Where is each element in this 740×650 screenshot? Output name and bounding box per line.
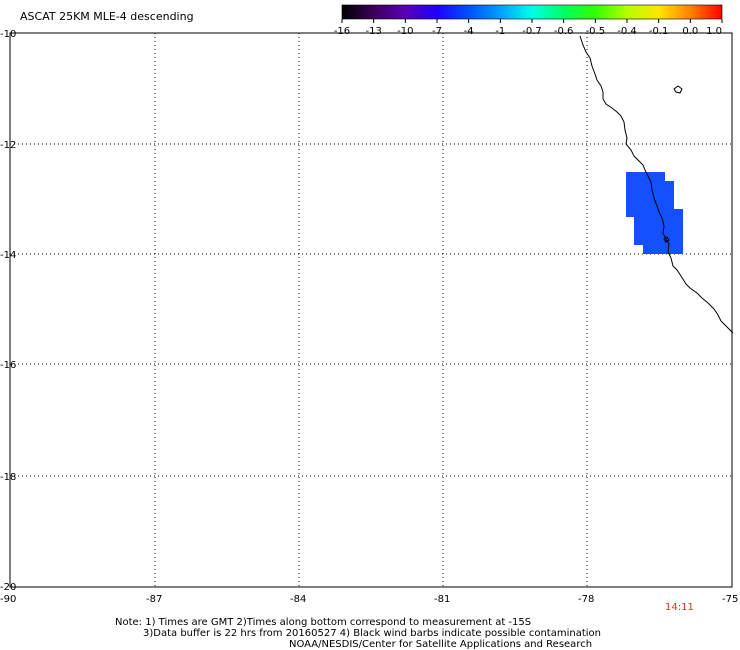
x-tick-label: -81 [434, 594, 450, 605]
colorbar-label: -13 [365, 26, 381, 37]
note-line-1: Note: 1) Times are GMT 2)Times along bot… [115, 617, 531, 628]
colorbar-label: -0.1 [649, 26, 669, 37]
y-tick-label: -20 [0, 582, 16, 593]
map-frame [9, 32, 733, 588]
x-axis-labels: -90 -87 -84 -81 -78 -75 [0, 594, 738, 605]
time-label: 14:11 [665, 602, 694, 613]
colorbar-labels: -16 -13 -10 -7 -4 -1 -0.7 -0.6 -0.5 -0.4 -0.1 0.0 1.… [334, 19, 723, 37]
y-tick-label: -14 [0, 250, 16, 261]
wind-data-swath [626, 172, 683, 254]
y-tick-label: -18 [0, 472, 16, 483]
coastline [579, 35, 734, 334]
colorbar-label: -0.6 [554, 26, 574, 37]
y-tick-label: -12 [0, 140, 16, 151]
y-axis-labels: -10 -12 -14 -16 -18 -20 [0, 29, 16, 593]
colorbar-label: 0.0 [682, 26, 698, 37]
colorbar-label: -7 [432, 26, 442, 37]
colorbar-label: -1 [495, 26, 505, 37]
colorbar-label: -10 [397, 26, 413, 37]
gridlines [10, 33, 732, 587]
x-tick-label: -87 [146, 594, 162, 605]
colorbar-label: -4 [464, 26, 474, 37]
coast-inlet [663, 236, 670, 243]
colorbar [341, 4, 723, 20]
note-line-2: 3)Data buffer is 22 hrs from 20160527 4)… [143, 628, 601, 639]
colorbar-gradient [341, 4, 723, 20]
x-tick-label: -84 [290, 594, 306, 605]
y-tick-label: -16 [0, 360, 16, 371]
colorbar-label: -0.4 [617, 26, 637, 37]
island-outline [673, 85, 683, 94]
x-tick-label: -90 [0, 594, 16, 605]
colorbar-label: -16 [334, 26, 350, 37]
x-tick-label: -75 [722, 594, 738, 605]
x-tick-label: -78 [578, 594, 594, 605]
colorbar-label: -0.5 [586, 26, 606, 37]
y-tick-label: -10 [0, 29, 16, 40]
note-line-3: NOAA/NESDIS/Center for Satellite Applica… [289, 639, 592, 650]
map-title: ASCAT 25KM MLE-4 descending [20, 10, 194, 23]
colorbar-label: 1.0 [706, 26, 722, 37]
colorbar-label: -0.7 [522, 26, 542, 37]
